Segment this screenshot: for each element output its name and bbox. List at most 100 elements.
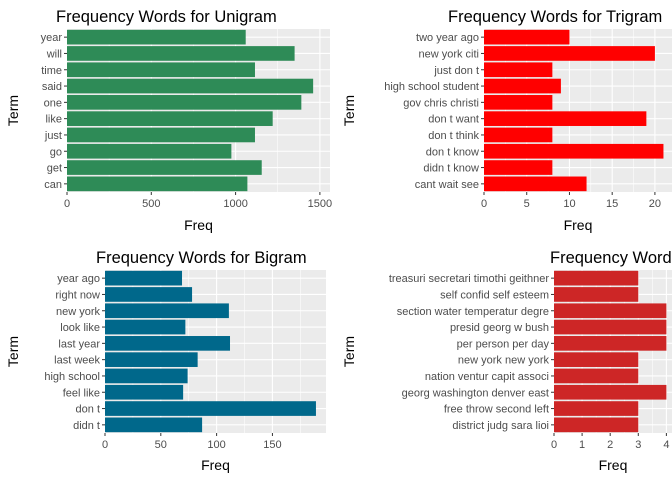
bar-cant-wait-see: [484, 176, 587, 192]
x-tick-label: 150: [263, 439, 281, 451]
x-axis-title: Freq: [184, 217, 213, 233]
y-tick-label: will: [46, 48, 62, 60]
bar-go: [67, 143, 232, 159]
x-tick-label: 50: [155, 439, 167, 451]
bar-last-year: [105, 336, 231, 351]
bar-two-year-ago: [484, 29, 570, 45]
y-tick-label: nation ventur capit associ: [425, 371, 549, 383]
y-axis-title: Term: [5, 95, 21, 126]
x-tick-label: 0: [551, 439, 557, 451]
x-tick-label: 1000: [223, 198, 247, 210]
y-tick-label: free throw second left: [444, 404, 549, 416]
bar-gov-chris-christi: [484, 95, 553, 110]
x-axis-title: Freq: [201, 457, 230, 473]
bar-one: [67, 95, 302, 110]
y-tick-label: new york citi: [418, 48, 479, 60]
y-tick-label: said: [42, 81, 62, 93]
bar-presid-georg-w-bush: [554, 319, 667, 335]
x-tick-label: 4: [663, 439, 669, 451]
bar-free-throw-second-left: [554, 401, 639, 416]
bar-new-york-citi: [484, 46, 655, 61]
bar-section-water-temperatur-degre: [554, 303, 667, 319]
y-tick-label: cant wait see: [415, 179, 479, 191]
x-tick-label: 2: [607, 439, 613, 451]
bar-treasuri-secretari-timothi-geithner: [554, 270, 639, 286]
bar-just: [67, 127, 255, 143]
y-tick-label: georg washington denver east: [402, 387, 549, 399]
bar-don-t-want: [484, 111, 647, 126]
bar-georg-washington-denver-east: [554, 384, 667, 400]
x-tick-label: 0: [481, 198, 487, 210]
x-tick-label: 15: [606, 198, 618, 210]
y-tick-label: self confid self esteem: [440, 289, 549, 301]
x-tick-label: 100: [207, 439, 225, 451]
x-tick-label: 10: [563, 198, 575, 210]
y-tick-label: presid georg w bush: [450, 322, 549, 334]
bar-high-school: [105, 368, 188, 384]
y-axis-title: Term: [341, 95, 357, 126]
y-tick-label: year ago: [57, 273, 100, 285]
x-tick-label: 20: [649, 198, 661, 210]
chart-title: Frequency Words for Quadgram: [550, 249, 672, 267]
y-tick-label: right now: [55, 289, 100, 301]
x-tick-label: 3: [635, 439, 641, 451]
chart-panel-2: year ago right now new york look like last y…: [5, 249, 326, 473]
chart-panel-1: two year ago new york citi just don t high …: [341, 8, 672, 233]
x-tick-label: 1500: [308, 198, 332, 210]
x-tick-label: 500: [142, 198, 160, 210]
y-tick-label: one: [44, 97, 62, 109]
bar-don-t-think: [484, 127, 553, 143]
bar-look-like: [105, 319, 186, 335]
y-tick-label: time: [41, 65, 62, 77]
chart-title: Frequency Words for Unigram: [56, 8, 277, 26]
y-tick-label: last week: [54, 355, 100, 367]
y-tick-label: section water temperatur degre: [397, 306, 549, 318]
bar-like: [67, 111, 273, 126]
y-tick-label: gov chris christi: [403, 97, 479, 109]
bar-new-york-new-york: [554, 352, 639, 367]
bar-self-confid-self-esteem: [554, 287, 639, 302]
y-tick-label: like: [45, 114, 62, 126]
bar-year: [67, 29, 246, 45]
bar-will: [67, 46, 295, 61]
y-tick-label: district judg sara lioi: [452, 420, 549, 432]
y-axis-title: Term: [5, 336, 21, 367]
bar-new-york: [105, 303, 229, 319]
bar-district-judg-sara-lioi: [554, 417, 639, 433]
bar-just-don-t: [484, 62, 553, 78]
bar-year-ago: [105, 270, 183, 286]
bar-didn-t: [105, 417, 203, 433]
y-tick-label: new york new york: [458, 355, 550, 367]
bar-don-t: [105, 401, 316, 416]
y-tick-label: can: [44, 179, 62, 191]
bar-can: [67, 176, 248, 192]
bar-right-now: [105, 287, 193, 302]
y-tick-label: per person per day: [457, 338, 550, 350]
y-tick-label: get: [47, 163, 62, 175]
y-tick-label: don t: [76, 404, 100, 416]
chart-panel-3: treasuri secretari timothi geithner self …: [341, 249, 672, 473]
y-axis-title: Term: [341, 336, 357, 367]
y-tick-label: feel like: [63, 387, 100, 399]
y-tick-label: high school student: [384, 81, 479, 93]
x-tick-label: 1: [579, 439, 585, 451]
x-tick-label: 0: [102, 439, 108, 451]
bar-time: [67, 62, 255, 78]
y-tick-label: don t know: [426, 146, 479, 158]
chart-title: Frequency Words for Trigram: [448, 8, 662, 26]
y-tick-label: go: [50, 146, 62, 158]
y-tick-label: two year ago: [416, 32, 479, 44]
y-tick-label: last year: [58, 338, 100, 350]
y-tick-label: look like: [60, 322, 100, 334]
y-tick-label: don t think: [428, 130, 479, 142]
y-tick-label: just don t: [433, 65, 479, 77]
bar-said: [67, 78, 314, 94]
y-tick-label: didn t know: [423, 163, 479, 175]
bar-last-week: [105, 352, 198, 367]
y-tick-label: don t want: [428, 114, 479, 126]
x-axis-title: Freq: [599, 457, 628, 473]
y-tick-label: just: [44, 130, 62, 142]
bar-feel-like: [105, 384, 184, 400]
